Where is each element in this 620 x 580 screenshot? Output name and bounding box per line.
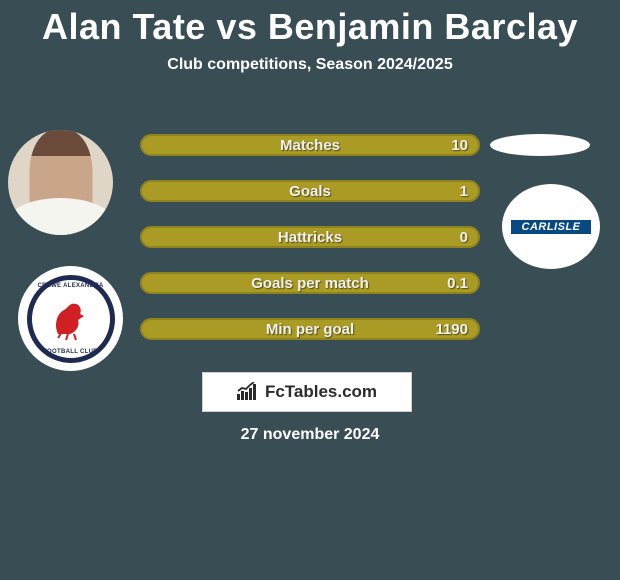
brand-box: FcTables.com [202, 372, 412, 412]
stat-label: Matches [142, 137, 478, 154]
date-line: 27 november 2024 [0, 426, 620, 444]
player1-avatar [8, 130, 113, 235]
stat-value-right: 0 [460, 229, 468, 246]
stat-label: Goals [142, 183, 478, 200]
stat-row: Min per goal1190 [140, 318, 480, 340]
club1-badge: CREWE ALEXANDRA FOOTBALL CLUB [18, 266, 123, 371]
stat-value-right: 0.1 [447, 275, 468, 292]
club2-text: CARLISLE [522, 221, 581, 233]
page-subtitle: Club competitions, Season 2024/2025 [0, 56, 620, 74]
stat-row: Matches10 [140, 134, 480, 156]
stat-row: Hattricks0 [140, 226, 480, 248]
stat-row: Goals per match0.1 [140, 272, 480, 294]
avatar-shirt [8, 198, 113, 235]
stat-value-right: 10 [451, 137, 468, 154]
comparison-infographic: Alan Tate vs Benjamin Barclay Club compe… [0, 6, 620, 580]
brand-text: FcTables.com [265, 382, 377, 402]
club1-text-top: CREWE ALEXANDRA [38, 283, 104, 289]
stat-label: Hattricks [142, 229, 478, 246]
stat-row: Goals1 [140, 180, 480, 202]
club2-bar: CARLISLE [511, 220, 591, 234]
stat-label: Min per goal [142, 321, 478, 338]
page-title: Alan Tate vs Benjamin Barclay [0, 6, 620, 48]
club1-lion-icon [48, 296, 93, 341]
top-right-ellipse [490, 134, 590, 156]
stat-label: Goals per match [142, 275, 478, 292]
club1-text-bottom: FOOTBALL CLUB [43, 349, 98, 355]
brand-chart-icon [237, 382, 259, 402]
stat-value-right: 1190 [435, 321, 468, 338]
club2-badge: CARLISLE [502, 184, 600, 269]
club1-ring: CREWE ALEXANDRA FOOTBALL CLUB [27, 275, 115, 363]
stat-value-right: 1 [460, 183, 468, 200]
